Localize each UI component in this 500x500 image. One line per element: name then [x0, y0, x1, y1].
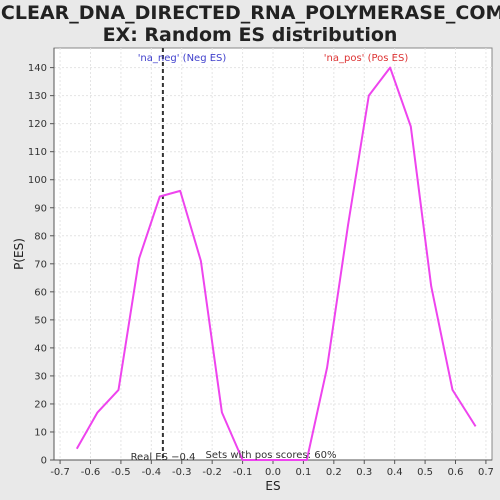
neg-es-label: 'na_neg' (Neg ES) — [138, 53, 227, 64]
x-tick-label: -0.5 — [111, 467, 131, 478]
y-tick-label: 20 — [34, 399, 47, 410]
x-tick-label: 0.4 — [387, 467, 403, 478]
y-tick-label: 0 — [41, 456, 47, 467]
y-axis: 0 10 20 30 40 50 60 70 80 90 100 110 120 130 140 — [28, 48, 55, 467]
x-tick-label: -0.7 — [50, 467, 70, 478]
x-tick-label: -0.6 — [81, 467, 101, 478]
y-tick-label: 30 — [34, 371, 47, 382]
y-tick-label: 10 — [34, 427, 47, 438]
x-tick-label: 0.0 — [265, 467, 281, 478]
y-tick-label: 40 — [34, 343, 47, 354]
y-tick-label: 110 — [28, 147, 47, 158]
grid-lines — [54, 48, 492, 460]
x-tick-label: 0.1 — [295, 467, 311, 478]
real-es-label: Real ES −0.4 — [131, 452, 196, 463]
x-tick-label: 0.5 — [417, 467, 433, 478]
y-tick-label: 50 — [34, 315, 47, 326]
chart-title-line-1: NUCLEAR_DNA_DIRECTED_RNA_POLYMERASE_COMP… — [0, 2, 500, 24]
x-tick-label: 0.2 — [326, 467, 342, 478]
y-axis-label: P(ES) — [12, 238, 26, 270]
y-tick-label: 70 — [34, 259, 47, 270]
series-line-0 — [75, 66, 477, 461]
x-tick-label: 0.7 — [478, 467, 494, 478]
y-tick-label: 60 — [34, 287, 47, 298]
y-tick-label: 120 — [28, 119, 47, 130]
y-tick-label: 130 — [28, 91, 47, 102]
pos-es-label: 'na_pos' (Pos ES) — [324, 53, 409, 64]
chart-title: NUCLEAR_DNA_DIRECTED_RNA_POLYMERASE_COMP… — [0, 2, 500, 46]
x-axis-label: ES — [265, 479, 280, 493]
y-tick-label: 80 — [34, 231, 47, 242]
x-tick-label: 0.6 — [448, 467, 464, 478]
y-tick-label: 100 — [28, 175, 47, 186]
x-axis: -0.7 -0.6 -0.5 -0.4 -0.3 -0.2 -0.1 0.0 0.1 0.2 0.3… — [50, 459, 494, 478]
x-tick-label: 0.3 — [356, 467, 372, 478]
pos-scores-label: Sets with pos scores: 60% — [206, 450, 337, 461]
x-tick-label: -0.2 — [202, 467, 222, 478]
y-tick-label: 140 — [28, 63, 47, 74]
chart-title-line-2: EX: Random ES distribution — [103, 24, 398, 46]
y-tick-label: 90 — [34, 203, 47, 214]
x-tick-label: -0.1 — [233, 467, 253, 478]
x-tick-label: -0.4 — [142, 467, 162, 478]
series-group — [75, 66, 477, 461]
x-tick-label: -0.3 — [172, 467, 192, 478]
